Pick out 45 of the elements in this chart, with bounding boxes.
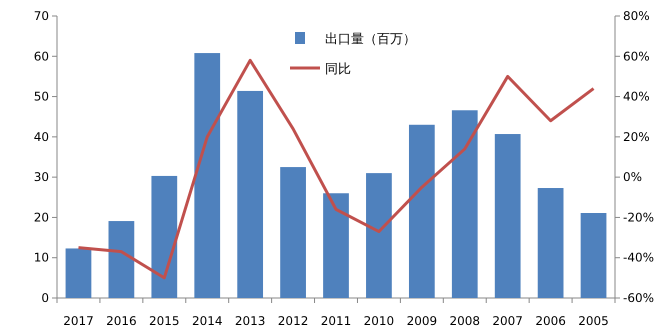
x-tick-label: 2013 [234,314,266,328]
x-tick-label: 2010 [364,314,394,328]
y2-tick-label: 60% [623,49,650,64]
y-tick-label: 40 [34,130,49,144]
bar [580,212,606,298]
bar [194,53,220,298]
x-tick-label: 2005 [578,314,609,328]
bar [366,173,392,298]
bar [494,134,521,298]
bar [66,248,92,298]
x-tick-label: 2017 [63,314,94,328]
y-tick-label: 60 [34,49,49,64]
bar [237,90,264,298]
y2-tick-label: 80% [623,9,650,23]
line-series [76,58,596,280]
bar [151,176,178,298]
legend-label: 出口量（百万） [325,32,416,47]
y-tick-label: 30 [34,170,49,184]
x-tick-label: 2011 [320,314,352,328]
bar [408,124,435,298]
y2-tick-label: -40% [623,250,654,265]
x-tick-label: 2007 [492,314,523,328]
x-tick-label: 2016 [106,314,137,328]
bar [108,221,134,298]
bar [323,193,349,298]
x-tick-label: 2014 [192,314,223,328]
y-tick-label: 10 [34,250,49,265]
y-tick-label: 70 [34,9,49,23]
y-tick-label: 20 [34,210,49,224]
bar [452,110,478,298]
x-tick-label: 2009 [406,314,438,328]
x-tick-label: 2015 [149,314,180,328]
bar [280,167,306,298]
y2-tick-label: 20% [623,130,650,144]
y2-tick-label: 0% [623,170,642,184]
x-tick-label: 2006 [535,314,566,328]
x-tick-label: 2012 [278,314,308,328]
y-tick-label: 50 [34,90,49,104]
y2-tick-label: -20% [623,210,654,224]
bar [538,188,564,298]
legend-label: 同比 [325,62,351,77]
y2-tick-label: -60% [623,291,654,305]
y-tick-label: 0 [41,291,49,305]
x-tick-label: 2008 [449,314,480,328]
y2-tick-label: 40% [623,90,650,104]
